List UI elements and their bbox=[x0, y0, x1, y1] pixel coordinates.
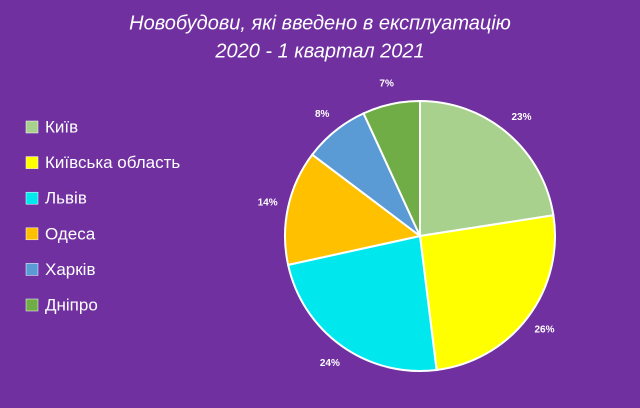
legend-swatch bbox=[25, 263, 39, 276]
legend-label: Київ bbox=[45, 117, 78, 136]
pie-slice bbox=[362, 99, 421, 237]
chart-subtitle: 2020 - 1 квартал 2021 bbox=[214, 40, 424, 62]
legend-label: Львів bbox=[45, 189, 87, 208]
legend-swatch bbox=[25, 120, 39, 134]
legend-label: Одеса bbox=[45, 224, 96, 243]
pie-slice bbox=[418, 214, 556, 372]
pie-slice bbox=[419, 99, 555, 238]
legend-swatch bbox=[25, 156, 39, 169]
data-label: 7% bbox=[379, 78, 394, 89]
legend-label: Дніпро bbox=[45, 295, 98, 314]
data-label: 26% bbox=[534, 325, 554, 336]
legend-label: Харків bbox=[45, 260, 96, 279]
chart-title: Новобудови, які введено в експлуатацію bbox=[129, 12, 511, 34]
data-label: 8% bbox=[315, 109, 330, 120]
legend-label: Київська область bbox=[45, 153, 180, 172]
data-label: 24% bbox=[320, 358, 340, 369]
data-label: 14% bbox=[258, 197, 278, 208]
pie-slice bbox=[284, 153, 423, 267]
data-label: 23% bbox=[511, 112, 531, 123]
legend-swatch bbox=[25, 298, 39, 312]
pie-slice bbox=[286, 234, 438, 372]
legend-swatch bbox=[25, 191, 39, 205]
legend-swatch bbox=[25, 227, 39, 241]
